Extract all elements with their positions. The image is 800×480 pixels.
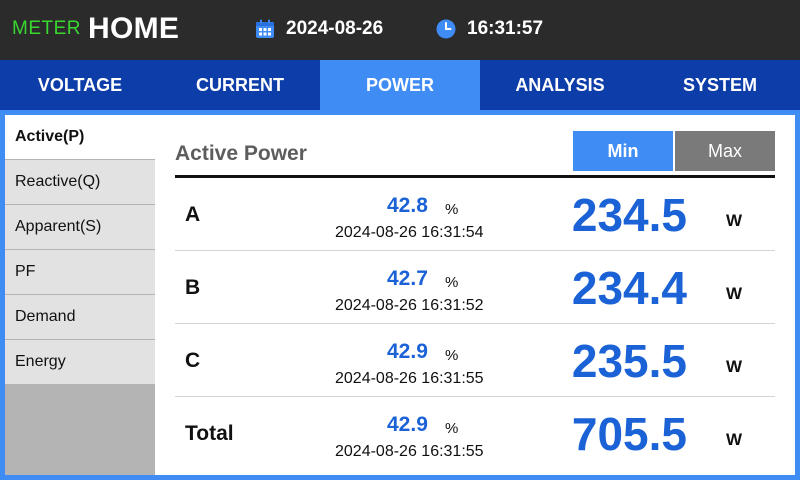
calendar-icon [255,19,275,39]
table-row: Total 42.9 % 2024-08-26 16:31:55 705.5 W [175,397,775,470]
power-value: 235.5 [571,334,687,387]
row-divider [175,250,775,251]
timestamp: 2024-08-26 16:31:52 [335,297,484,314]
timestamp: 2024-08-26 16:31:54 [335,224,484,241]
logo-title: HOME [88,12,180,45]
sidebar-item-pf[interactable]: PF [5,250,155,294]
percent-value: 42.8 [387,194,428,217]
phase-label: A [185,202,201,226]
title-divider [175,175,775,178]
main-tabs: VOLTAGE CURRENT POWER ANALYSIS SYSTEM [0,60,800,110]
clock-icon [436,19,456,39]
power-unit: W [726,430,743,449]
percent-value: 42.9 [387,340,428,363]
sidebar-item-apparent-s[interactable]: Apparent(S) [5,205,155,249]
active-power-panel: Active Power Min Max A 42.8 % 2024-08-26… [155,115,795,475]
time-text: 16:31:57 [467,18,544,39]
tab-voltage[interactable]: VOLTAGE [37,74,123,95]
min-button[interactable]: Min [573,131,673,171]
sidebar-item-energy[interactable]: Energy [5,340,155,384]
max-button[interactable]: Max [675,131,775,171]
power-unit: W [726,357,743,376]
sidebar-item-reactive-q[interactable]: Reactive(Q) [5,160,155,204]
power-value: 234.5 [571,188,687,241]
percent-value: 42.7 [387,267,428,290]
phase-label: Total [185,421,234,445]
sidebar: Active(P) Reactive(Q) Apparent(S) PF Dem… [5,115,155,475]
header-bar: METER HOME 2024-08-26 1 [0,0,800,60]
tab-current[interactable]: CURRENT [196,74,284,95]
sidebar-item-active-p[interactable]: Active(P) [5,115,155,159]
power-value: 705.5 [571,407,687,460]
header-date: 2024-08-26 [255,18,383,40]
sidebar-item-demand[interactable]: Demand [5,295,155,339]
header-time: 16:31:57 [436,18,543,40]
percent-unit: % [445,201,459,218]
logo-prefix: METER [12,18,81,39]
power-unit: W [726,284,743,303]
phase-label: B [185,275,201,299]
row-divider [175,396,775,397]
panel-title: Active Power [175,142,307,165]
date-text: 2024-08-26 [286,18,384,39]
percent-unit: % [445,420,459,437]
table-row: A 42.8 % 2024-08-26 16:31:54 234.5 W [175,178,775,251]
phase-label: C [185,348,201,372]
power-value: 234.4 [571,261,687,314]
tab-analysis[interactable]: ANALYSIS [515,74,605,95]
table-row: B 42.7 % 2024-08-26 16:31:52 234.4 W [175,251,775,324]
percent-unit: % [445,274,459,291]
power-unit: W [726,211,743,230]
percent-value: 42.9 [387,413,428,436]
timestamp: 2024-08-26 16:31:55 [335,370,484,387]
percent-unit: % [445,347,459,364]
tab-system[interactable]: SYSTEM [682,74,757,95]
table-row: C 42.9 % 2024-08-26 16:31:55 235.5 W [175,324,775,397]
timestamp: 2024-08-26 16:31:55 [335,443,484,460]
row-divider [175,323,775,324]
tab-power[interactable]: POWER [320,60,480,110]
